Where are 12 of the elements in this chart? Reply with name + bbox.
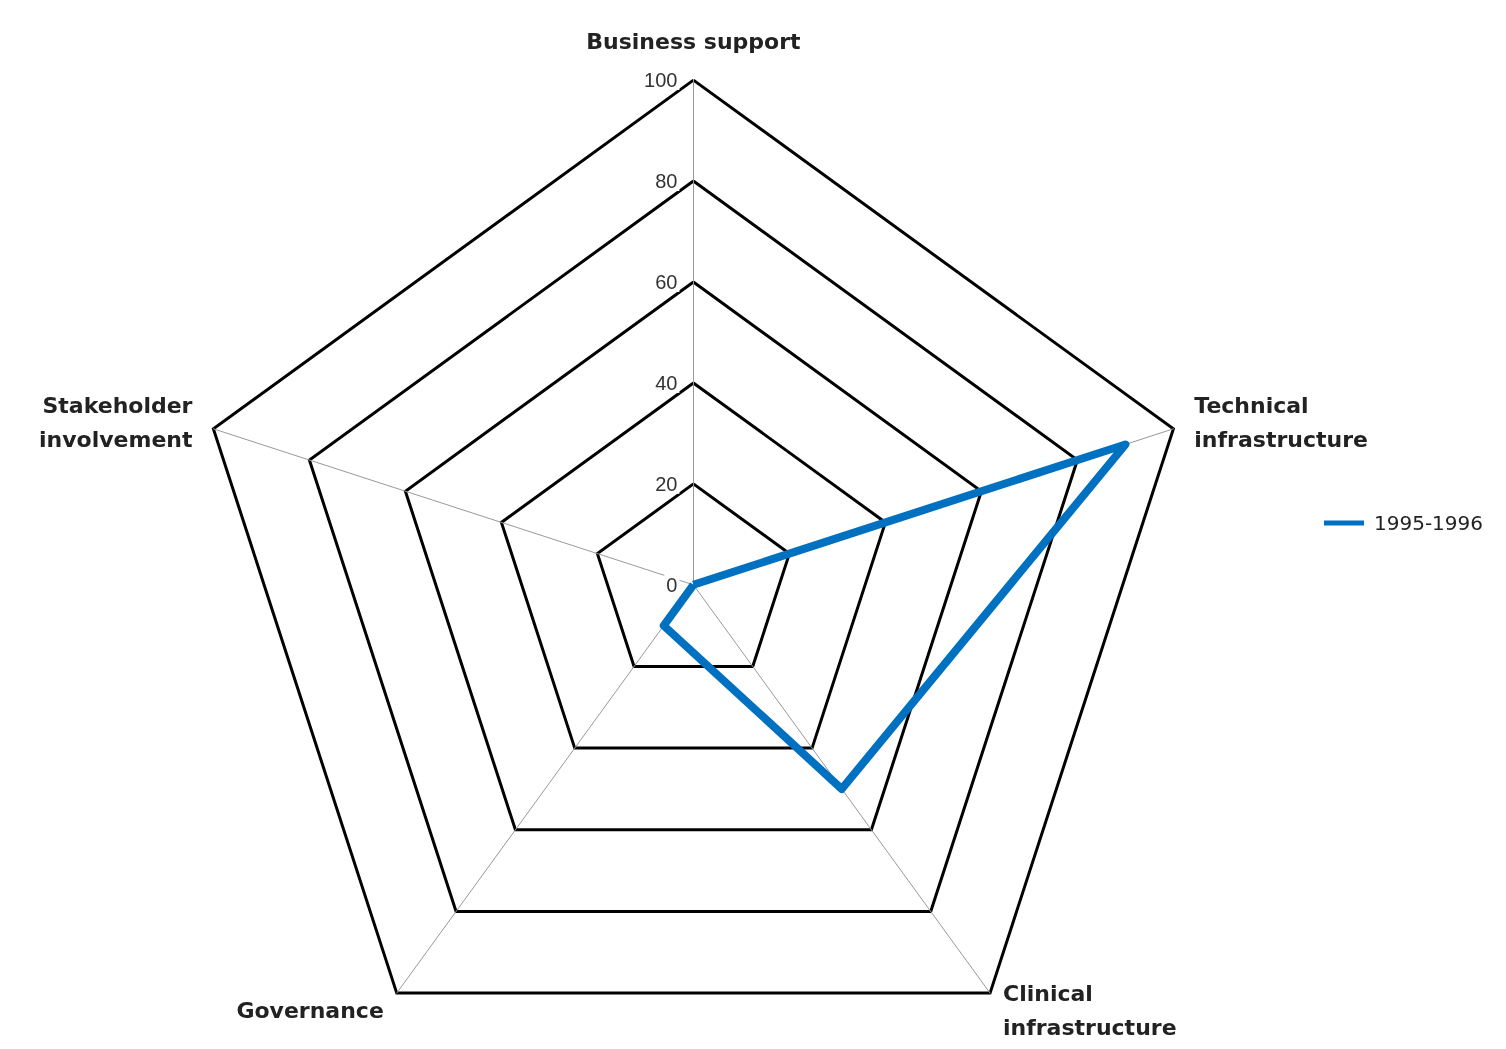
spoke-label: Business support <box>586 28 801 54</box>
y-tick-label: 20 <box>655 472 678 495</box>
y-tick-label: 80 <box>655 170 678 193</box>
y-tick-label: 0 <box>666 573 678 596</box>
spoke-label: Stakeholder involvement <box>38 392 193 452</box>
y-tick-label: 40 <box>655 371 678 394</box>
y-tick-label: 100 <box>644 69 678 92</box>
spoke-label: Clinical infrastructure <box>1002 981 1177 1041</box>
spoke-label: Governance <box>236 998 384 1024</box>
y-tick-label: 60 <box>655 270 678 293</box>
spoke-label: Technical infrastructure <box>1194 392 1368 452</box>
legend-label: 1995-1996 <box>1373 511 1483 535</box>
